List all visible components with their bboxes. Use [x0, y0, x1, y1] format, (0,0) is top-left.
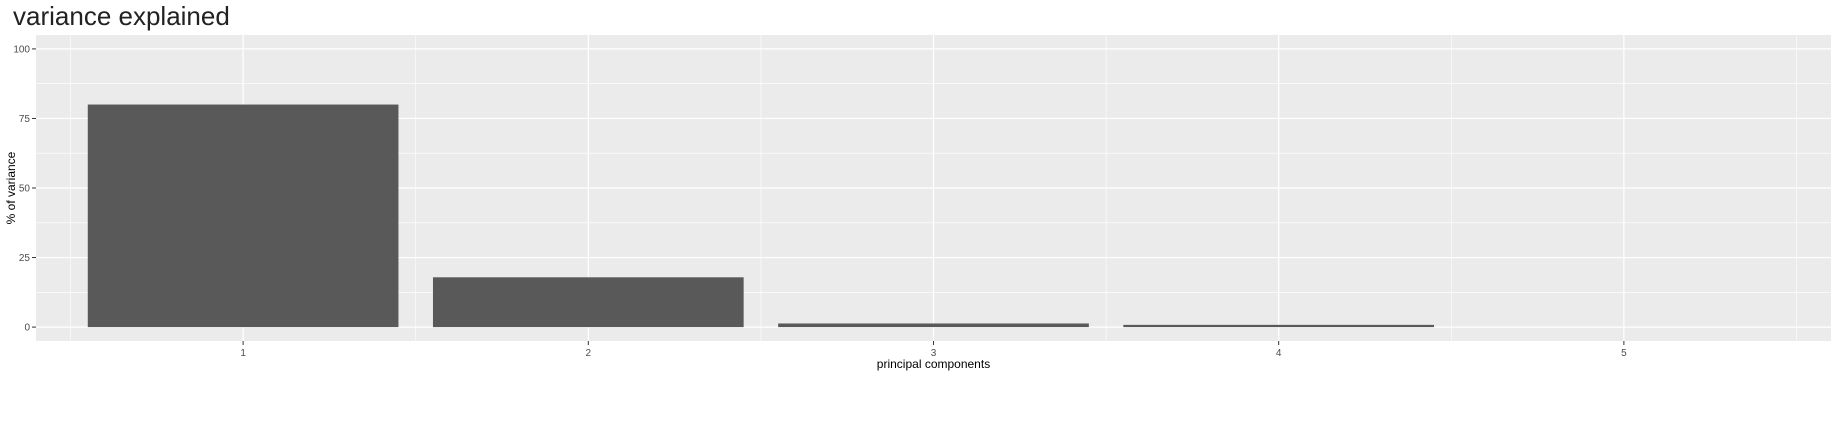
y-tick-label: 25	[19, 253, 31, 264]
y-tick-label: 75	[19, 114, 31, 125]
x-tick-label: 3	[931, 348, 937, 359]
bar-1	[87, 104, 399, 328]
x-tick-label: 2	[586, 348, 592, 359]
chart-title: variance explained	[13, 1, 230, 31]
y-tick-label: 100	[13, 44, 30, 55]
bar-2	[432, 277, 744, 328]
bar-3	[778, 323, 1089, 328]
bars	[87, 104, 1435, 328]
y-axis-ticks: 0 25 50 75 100	[13, 44, 36, 334]
x-tick-label: 5	[1621, 348, 1627, 359]
x-tick-label: 1	[240, 348, 246, 359]
x-axis-label: principal components	[877, 357, 990, 371]
x-axis-ticks: 1 2 3 4 5	[240, 341, 1627, 359]
y-tick-label: 0	[24, 323, 30, 334]
y-tick-label: 50	[19, 184, 31, 195]
y-axis-label: % of variance	[4, 151, 18, 224]
bar-4	[1123, 324, 1435, 328]
x-tick-label: 4	[1276, 348, 1282, 359]
